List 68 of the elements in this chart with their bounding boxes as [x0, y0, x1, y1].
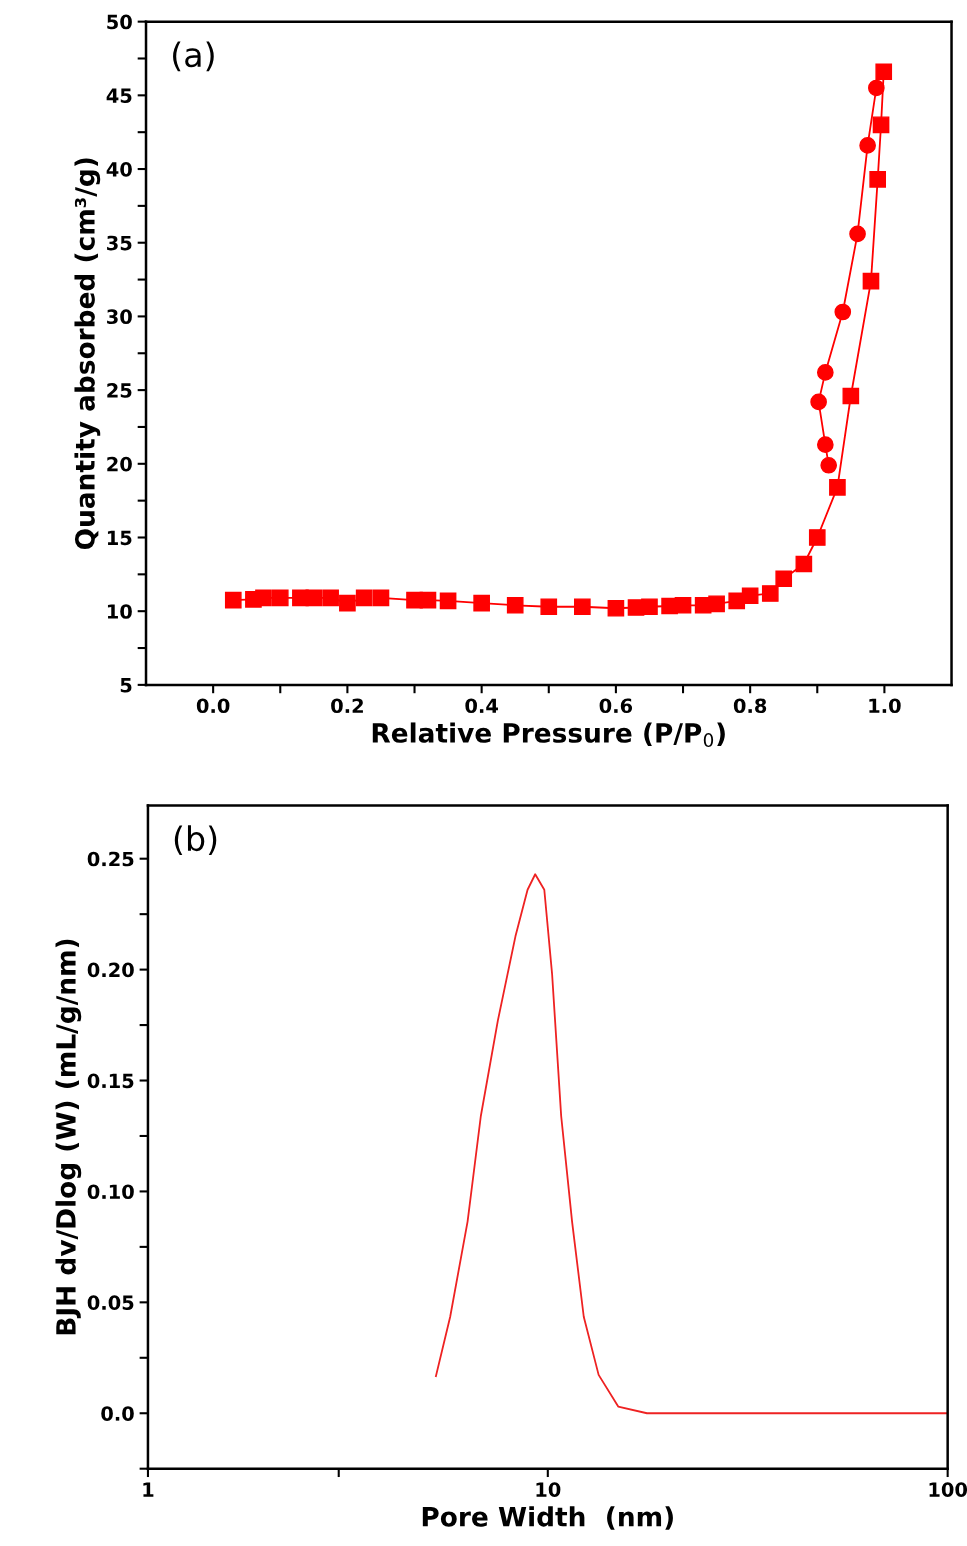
- point: [829, 479, 846, 496]
- y-tick-label: 0.10: [87, 1184, 134, 1200]
- x-tick-label: 0.6: [599, 698, 633, 714]
- point: [775, 570, 793, 588]
- point: [808, 529, 826, 546]
- point: [795, 555, 813, 573]
- point: [842, 387, 860, 405]
- annotation: (b): [174, 825, 217, 856]
- y-tick-label: 30: [107, 309, 132, 325]
- y-tick-label: 0.0: [101, 1406, 134, 1421]
- point: [322, 589, 339, 607]
- y-tick-label: 0.05: [87, 1295, 134, 1310]
- point: [875, 63, 893, 81]
- point: [607, 599, 625, 617]
- point: [868, 79, 885, 97]
- y-tick-label: 20: [107, 456, 132, 472]
- annotation: (a): [173, 41, 214, 72]
- point: [741, 587, 759, 605]
- x-axis-title: Pore Width (nm): [422, 1506, 673, 1530]
- point: [708, 595, 725, 613]
- point: [869, 171, 887, 188]
- point: [816, 436, 834, 453]
- point: [305, 589, 323, 607]
- x-tick-label: 0.0: [196, 698, 230, 714]
- point: [816, 364, 834, 381]
- point: [473, 594, 490, 612]
- point: [674, 596, 692, 614]
- y-tick-label: 50: [107, 14, 132, 30]
- point: [255, 589, 272, 607]
- y-tick-label: 35: [107, 235, 132, 251]
- y-tick-label: 15: [107, 530, 132, 546]
- y-tick-label: 10: [107, 604, 132, 619]
- x-tick-label: 0.4: [465, 698, 498, 714]
- point: [419, 591, 437, 609]
- point: [339, 594, 356, 612]
- x-axis-title: Relative Pressure (P/P$_{0}$): [372, 722, 725, 748]
- x-tick-label: 100: [929, 1482, 967, 1497]
- y-tick-label: 45: [106, 88, 132, 103]
- x-tick-label: 10: [536, 1482, 561, 1497]
- point: [540, 598, 558, 616]
- point: [224, 591, 242, 609]
- point: [439, 592, 457, 610]
- point: [641, 598, 658, 616]
- x-tick-label: 1: [143, 1482, 154, 1497]
- y-axis-title: Quantity absorbed (cm³/g): [74, 158, 101, 550]
- point: [834, 303, 852, 321]
- point: [862, 272, 880, 290]
- y-tick-label: 0.25: [87, 851, 134, 867]
- y-tick-label: 40: [106, 161, 132, 177]
- x-tick-label: 0.8: [733, 698, 767, 714]
- point: [761, 585, 779, 602]
- point: [355, 589, 373, 607]
- y-tick-label: 5: [120, 678, 132, 693]
- point: [872, 116, 890, 134]
- y-tick-label: 25: [107, 383, 132, 398]
- point: [810, 393, 827, 411]
- point: [506, 596, 524, 614]
- point: [574, 598, 591, 616]
- x-tick-label: 0.2: [331, 698, 363, 714]
- y-tick-label: 0.20: [87, 962, 134, 978]
- point: [372, 589, 390, 607]
- y-tick-label: 0.15: [87, 1073, 134, 1089]
- point: [820, 456, 838, 474]
- point: [849, 225, 866, 243]
- x-tick-label: 1.0: [869, 698, 901, 714]
- point: [859, 137, 876, 154]
- y-axis-title: BJH dv/Dlog (W) (mL/g/nm): [55, 939, 82, 1335]
- point: [271, 589, 289, 607]
